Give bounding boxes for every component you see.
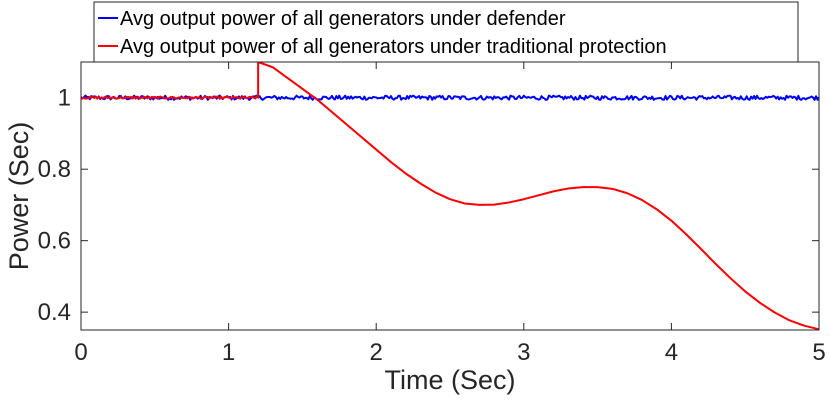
x-tick-label: 5 (812, 339, 825, 366)
x-axis-label: Time (Sec) (384, 365, 515, 395)
y-tick-label: 1 (58, 85, 71, 112)
y-tick-label: 0.4 (38, 299, 71, 326)
x-tick-label: 3 (517, 339, 530, 366)
x-tick-label: 4 (665, 339, 678, 366)
series-layer (80, 61, 820, 331)
x-axis-ticks: 0 1 2 3 4 5 (74, 62, 826, 366)
legend-entry-defender: Avg output power of all generators under… (120, 8, 566, 30)
x-tick-label: 1 (222, 339, 235, 366)
y-axis-label: Power (Sec) (4, 122, 34, 271)
legend-box (93, 1, 799, 63)
y-axis-ticks: 0.4 0.6 0.8 1 (38, 85, 819, 326)
plot-background (81, 62, 819, 330)
legend-entry-traditional-protection: Avg output power of all generators under… (120, 36, 667, 58)
x-tick-label: 2 (370, 339, 383, 366)
y-tick-label: 0.8 (38, 156, 71, 183)
y-tick-label: 0.6 (38, 228, 71, 255)
x-tick-label: 0 (74, 339, 87, 366)
legend: Avg output power of all generators under… (93, 1, 799, 63)
series-line-traditional-protection (80, 61, 820, 331)
